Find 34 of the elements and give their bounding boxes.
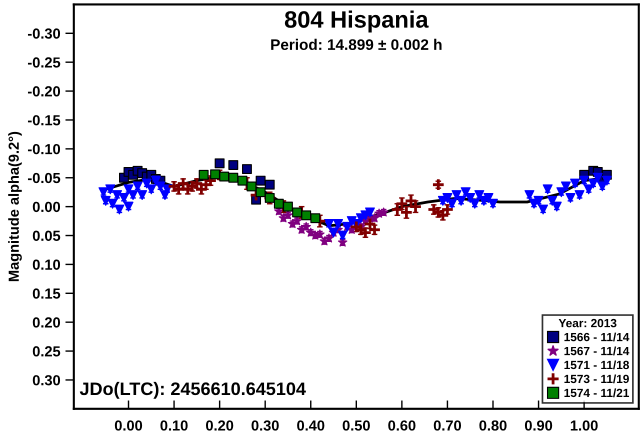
- x-tick-label: 0.90: [524, 420, 552, 431]
- x-tick-label: 0.40: [297, 420, 324, 431]
- x-tick-label: 0.50: [342, 420, 370, 431]
- y-tick-label: -0.15: [28, 115, 60, 126]
- y-axis-title: Magnitude alpha(9.2°): [8, 132, 22, 282]
- y-tick-label: 0.15: [32, 288, 60, 299]
- y-tick-label: -0.20: [28, 86, 60, 97]
- y-tick-label: 0.25: [32, 346, 60, 356]
- y-tick-label: -0.30: [28, 28, 60, 39]
- legend-title: Year: 2013: [558, 318, 616, 328]
- legend-label: 1566 - 11/14: [564, 332, 630, 342]
- legend-label: 1574 - 11/21: [564, 388, 630, 398]
- y-tick-label: -0.10: [28, 144, 60, 154]
- legend-label: 1571 - 11/18: [564, 360, 629, 370]
- chart-title: 804 Hispania: [284, 10, 429, 32]
- x-tick-label: 0.80: [479, 420, 507, 431]
- y-tick-label: -0.05: [28, 172, 60, 184]
- x-tick-label: 0.20: [206, 420, 234, 431]
- y-tick-label: 0.10: [32, 260, 60, 270]
- y-tick-label: 0.05: [32, 230, 60, 241]
- y-tick-label: 0.30: [32, 375, 60, 386]
- x-tick-label: 0.70: [434, 420, 462, 431]
- annotation: JDo(LTC): 2456610.645104: [80, 382, 306, 399]
- y-tick-label: 0.20: [32, 317, 60, 328]
- y-tick-label: 0.00: [32, 202, 60, 212]
- legend-label: 1567 - 11/14: [564, 346, 630, 356]
- x-tick-label: 0.10: [160, 420, 188, 431]
- legend-label: 1573 - 11/19: [564, 374, 629, 384]
- x-tick-label: 0.30: [252, 420, 279, 431]
- text: Period: 14.899 ± 0.002 h: [271, 38, 442, 50]
- x-tick-label: 0.00: [114, 420, 142, 431]
- x-tick-label: 0.60: [388, 420, 416, 431]
- y-tick-label: -0.25: [28, 57, 60, 68]
- x-tick-label: 1.00: [570, 420, 598, 431]
